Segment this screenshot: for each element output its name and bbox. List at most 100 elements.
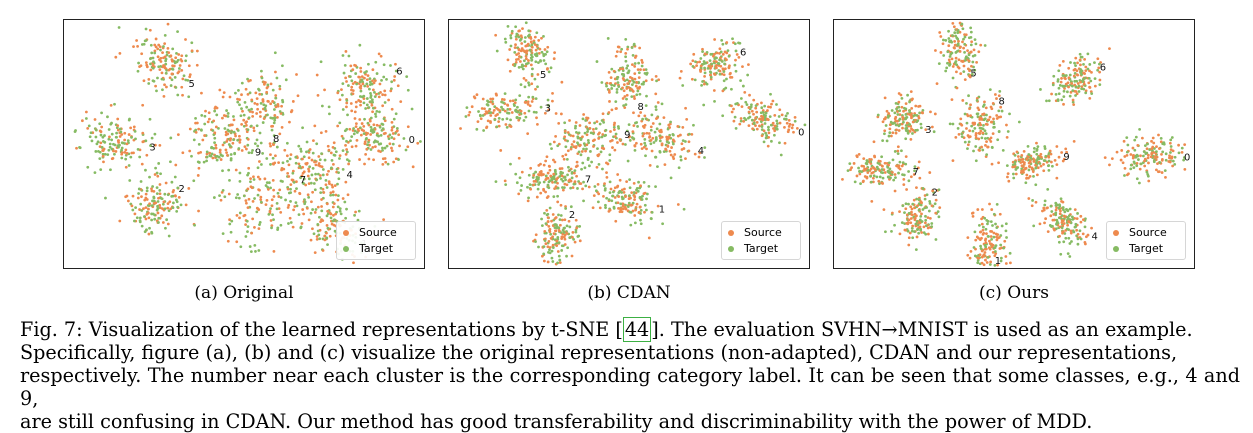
source-point (551, 213, 555, 216)
source-point (787, 119, 791, 122)
source-point (547, 108, 551, 112)
source-point (739, 117, 743, 120)
source-point (1079, 220, 1083, 224)
source-point (524, 44, 528, 48)
source-point (924, 128, 928, 132)
target-point (578, 225, 582, 228)
source-point (326, 209, 330, 213)
source-point (624, 51, 628, 55)
target-point (1037, 157, 1041, 161)
source-point (1072, 140, 1076, 143)
source-point (277, 195, 281, 198)
target-point (379, 133, 383, 137)
target-point (775, 122, 779, 125)
source-point (399, 100, 403, 104)
source-point (625, 180, 629, 183)
source-point (158, 206, 162, 210)
target-point (1123, 174, 1126, 177)
source-point (325, 202, 329, 206)
source-point (551, 92, 554, 95)
target-point (853, 180, 857, 184)
target-point (167, 234, 171, 238)
source-point (253, 226, 256, 229)
source-point (330, 183, 334, 187)
target-point (645, 208, 648, 212)
target-point (108, 145, 112, 149)
source-point (180, 59, 184, 63)
target-point (540, 217, 543, 221)
source-point (161, 51, 164, 55)
source-point (332, 141, 336, 145)
target-point (1001, 148, 1005, 152)
source-point (221, 95, 225, 99)
target-point (983, 216, 987, 220)
source-point (663, 163, 667, 167)
source-point (297, 162, 301, 166)
target-point (1133, 148, 1137, 152)
source-point (1055, 176, 1059, 180)
target-point (870, 180, 873, 184)
source-point (321, 219, 325, 223)
source-point (1075, 228, 1079, 232)
source-point (307, 156, 311, 160)
target-point (367, 106, 371, 109)
target-point (533, 77, 537, 81)
source-point (140, 195, 143, 199)
source-point (532, 180, 536, 183)
source-point (170, 58, 174, 62)
target-point (165, 53, 169, 57)
source-point (287, 203, 291, 207)
source-point (272, 162, 275, 166)
target-point (1173, 155, 1177, 159)
target-point (877, 162, 881, 166)
target-point (205, 150, 209, 154)
target-point (331, 193, 335, 197)
target-point (1145, 170, 1149, 174)
target-point (586, 127, 590, 131)
target-point (645, 197, 648, 201)
target-point (390, 136, 394, 139)
target-point (645, 72, 648, 76)
target-point (727, 54, 731, 58)
target-point (656, 165, 659, 169)
target-point (1062, 89, 1066, 93)
source-point (372, 81, 376, 85)
target-point (948, 55, 952, 58)
source-point (887, 163, 890, 167)
source-point (508, 48, 512, 51)
target-point (544, 174, 548, 178)
target-point (505, 125, 509, 129)
source-point (862, 165, 866, 168)
source-point (269, 82, 273, 86)
source-point (959, 117, 963, 121)
citation-link[interactable]: 44 (622, 317, 652, 342)
source-point (615, 50, 619, 54)
target-point (269, 207, 272, 210)
source-point (911, 224, 915, 228)
source-point (158, 45, 162, 49)
target-point (739, 97, 743, 100)
source-point (232, 118, 236, 122)
target-point (595, 60, 599, 63)
target-point (658, 139, 662, 143)
source-point (250, 98, 254, 102)
source-point (560, 80, 564, 84)
source-point (81, 119, 84, 123)
target-point (547, 186, 551, 190)
source-point (181, 151, 185, 155)
target-point (120, 148, 123, 152)
source-point (617, 45, 621, 49)
source-point (883, 129, 887, 133)
source-point (514, 60, 518, 64)
target-point (362, 101, 366, 105)
source-point (718, 47, 722, 51)
target-point (558, 175, 562, 178)
target-point (665, 140, 669, 144)
target-point (951, 34, 954, 37)
target-point (594, 127, 598, 131)
source-point (513, 101, 517, 105)
source-point (909, 175, 913, 179)
source-point (861, 180, 865, 184)
source-point (1054, 208, 1058, 212)
source-point (116, 139, 120, 143)
